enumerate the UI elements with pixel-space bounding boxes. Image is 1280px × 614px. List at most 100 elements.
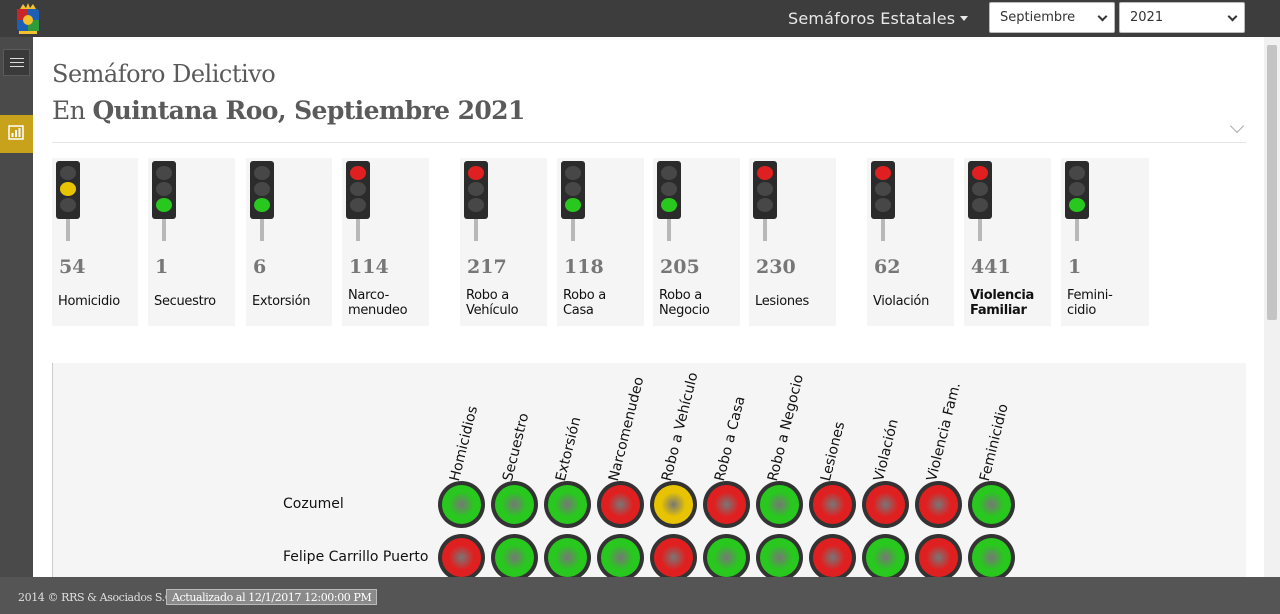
month-select[interactable]: Septiembre [989,2,1115,33]
green-lamp [1069,198,1085,212]
light-fill [972,538,1011,577]
indicator-label-line: Narco- [348,288,389,303]
indicator-value: 1 [155,256,169,278]
light-fill [495,485,534,524]
light-fill [866,485,905,524]
indicator-card[interactable]: 6 Extorsión [246,158,332,326]
matrix-green-light[interactable] [438,481,485,528]
indicator-card[interactable]: 118 Robo a Casa [557,158,644,326]
menu-toggle-button[interactable] [3,49,30,76]
traffic-light-pole [162,219,166,241]
indicator-card[interactable]: 1 Femini-cidio [1061,158,1149,326]
matrix-row-label: Cozumel [283,496,344,512]
page-title: Semáforo Delictivo [52,60,276,88]
traffic-light-icon [1065,161,1089,241]
green-lamp [757,198,773,212]
indicator-card[interactable]: 205 Robo a Negocio [653,158,740,326]
green-lamp [156,198,172,212]
light-fill [760,538,799,577]
indicator-card[interactable]: 54 Homicidio [52,158,138,326]
matrix-green-light[interactable] [968,481,1015,528]
red-lamp [350,166,366,180]
matrix-green-light[interactable] [756,534,803,581]
yellow-lamp [661,182,677,196]
indicator-label: Homicidio [58,294,120,309]
indicator-card[interactable]: 217 Robo a Vehículo [460,158,547,326]
indicator-label-line: Robo a [659,288,702,303]
matrix-green-light[interactable] [491,481,538,528]
traffic-light-icon [346,161,370,241]
light-fill [972,485,1011,524]
matrix-red-light[interactable] [703,481,750,528]
indicator-label-line: cidio [1067,303,1097,318]
matrix-column-header: Violencia Fam. [924,380,964,483]
light-fill [760,485,799,524]
matrix-red-light[interactable] [597,481,644,528]
green-lamp [661,198,677,212]
chevron-down-icon[interactable] [1229,118,1245,134]
matrix-green-light[interactable] [544,481,591,528]
red-lamp [1069,166,1085,180]
green-lamp [60,198,76,212]
vertical-scrollbar[interactable] [1264,37,1280,577]
light-fill [548,538,587,577]
yellow-lamp [565,182,581,196]
matrix-green-light[interactable] [491,534,538,581]
matrix-red-light[interactable] [915,481,962,528]
yellow-lamp [60,182,76,196]
subtitle-prefix: En [52,96,93,125]
sidebar-item-statistics[interactable] [0,115,33,153]
traffic-light-icon [250,161,274,241]
matrix-green-light[interactable] [703,534,750,581]
traffic-light-pole [763,219,767,241]
yellow-lamp [468,182,484,196]
indicator-value: 114 [349,256,389,278]
matrix-red-light[interactable] [915,534,962,581]
matrix-red-light[interactable] [438,534,485,581]
indicator-card[interactable]: 230 Lesiones [749,158,836,326]
matrix-green-light[interactable] [597,534,644,581]
divider [52,142,1246,143]
scrollbar-thumb[interactable] [1267,45,1277,320]
indicator-value: 441 [971,256,1011,278]
matrix-yellow-light[interactable] [650,481,697,528]
matrix-red-light[interactable] [862,481,909,528]
indicator-label-line: Homicidio [58,294,120,309]
year-select[interactable]: 2021 [1119,2,1245,33]
red-lamp [468,166,484,180]
indicator-card[interactable]: 114 Narco-menudeo [342,158,429,326]
light-fill [919,538,958,577]
green-lamp [254,198,270,212]
indicator-value: 217 [467,256,507,278]
matrix-green-light[interactable] [544,534,591,581]
matrix-green-light[interactable] [968,534,1015,581]
copyright-text: 2014 © RRS & Asociados S.C. [18,591,176,604]
yellow-lamp [757,182,773,196]
indicator-label: Extorsión [252,294,310,309]
bar-chart-icon [8,125,24,140]
matrix-red-light[interactable] [809,481,856,528]
indicator-value: 230 [756,256,796,278]
indicator-card[interactable]: 62 Violación [867,158,954,326]
matrix-column-header: Narcomenudeo [606,375,648,483]
matrix-green-light[interactable] [862,534,909,581]
year-select-value: 2021 [1130,10,1164,25]
indicator-card[interactable]: 441 Violencia Familiar [964,158,1051,326]
light-fill [654,485,693,524]
matrix-column-header: Feminicidio [977,402,1012,483]
indicator-card[interactable]: 1 Secuestro [148,158,235,326]
subtitle-location-date: Quintana Roo, Septiembre 2021 [92,96,526,125]
semaforos-estatales-menu[interactable]: Semáforos Estatales [788,9,969,28]
traffic-light-icon [56,161,80,241]
indicator-value: 54 [59,256,86,278]
matrix-red-light[interactable] [650,534,697,581]
indicator-label: Secuestro [154,294,216,309]
matrix-red-light[interactable] [809,534,856,581]
traffic-light-pole [356,219,360,241]
indicator-label-line: Secuestro [154,294,216,309]
light-fill [601,538,640,577]
state-crest-icon[interactable] [14,3,42,35]
matrix-green-light[interactable] [756,481,803,528]
indicator-label: Robo a Casa [563,288,606,318]
indicator-label: Violencia Familiar [970,288,1034,318]
